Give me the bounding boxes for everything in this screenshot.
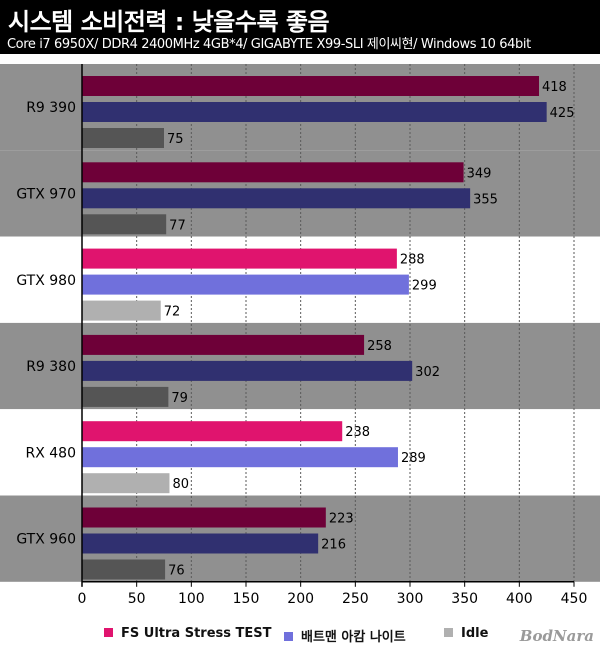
bar-value-label: 75 <box>167 132 184 147</box>
x-tick-label: 0 <box>78 591 87 607</box>
bar-value-label: 288 <box>400 253 425 268</box>
bar <box>82 214 167 235</box>
bar-value-label: 216 <box>321 538 346 553</box>
bar <box>82 533 319 554</box>
bar <box>82 334 365 355</box>
x-tick-label: 300 <box>397 591 424 607</box>
bar-value-label: 418 <box>542 80 567 95</box>
legend-swatch <box>104 628 113 637</box>
bar <box>82 447 398 468</box>
bar <box>82 559 166 580</box>
bar-value-label: 223 <box>329 512 354 527</box>
bar <box>82 274 409 295</box>
bar <box>82 162 464 183</box>
chart-header: 시스템 소비전력 : 낮을수록 좋음 Core i7 6950X/ DDR4 2… <box>0 0 600 54</box>
category-label: GTX 960 <box>16 532 76 548</box>
bar <box>82 76 540 96</box>
bar-value-label: 355 <box>473 192 498 207</box>
chart-subtitle: Core i7 6950X/ DDR4 2400MHz 4GB*4/ GIGAB… <box>7 37 531 52</box>
bar <box>82 102 547 122</box>
chart-legend: FS Ultra Stress TEST 배트맨 아캄 나이트 Idle <box>0 624 600 650</box>
chart-title: 시스템 소비전력 : 낮을수록 좋음 <box>8 8 330 36</box>
bar <box>82 128 164 148</box>
x-tick-label: 200 <box>287 591 314 607</box>
legend-item-idle: Idle <box>444 626 488 641</box>
x-tick-label: 100 <box>178 591 205 607</box>
bar-value-label: 79 <box>171 391 188 406</box>
legend-item-batman: 배트맨 아캄 나이트 <box>284 626 406 645</box>
bar-chart: 418 425 75 R9 390 349 355 77 GTX 970 288 299 72 GTX… <box>0 64 600 607</box>
x-tick-label: 50 <box>128 591 146 607</box>
bar <box>82 188 471 209</box>
category-label: R9 380 <box>26 359 76 375</box>
bar-value-label: 349 <box>467 166 492 181</box>
bar <box>82 386 169 407</box>
watermark-logo: BodNara <box>519 627 594 645</box>
category-label: GTX 980 <box>16 273 76 289</box>
legend-label: Idle <box>461 626 489 641</box>
legend-label: 배트맨 아캄 나이트 <box>301 630 406 645</box>
bar-value-label: 76 <box>168 564 185 579</box>
bar <box>82 248 397 269</box>
x-tick-label: 150 <box>233 591 260 607</box>
bar-value-label: 80 <box>172 477 189 492</box>
category-label: R9 390 <box>26 100 76 116</box>
x-tick-label: 250 <box>342 591 369 607</box>
bar <box>82 300 161 321</box>
x-tick-label: 450 <box>561 591 588 607</box>
bar-value-label: 72 <box>164 305 181 320</box>
bar <box>82 473 170 494</box>
x-tick-label: 400 <box>506 591 533 607</box>
category-label: RX 480 <box>26 445 77 461</box>
bar <box>82 360 413 381</box>
bar <box>82 507 326 528</box>
bar-value-label: 238 <box>345 425 370 440</box>
legend-swatch <box>444 628 453 637</box>
bar-value-label: 289 <box>401 451 426 466</box>
bar-value-label: 77 <box>169 218 186 233</box>
x-tick-label: 350 <box>451 591 478 607</box>
bar-value-label: 258 <box>367 339 392 354</box>
legend-swatch <box>284 632 293 641</box>
bar-value-label: 302 <box>415 365 440 380</box>
bar-value-label: 425 <box>550 106 575 121</box>
legend-item-fs-ultra: FS Ultra Stress TEST <box>104 626 272 641</box>
bar-value-label: 299 <box>412 279 437 294</box>
bar <box>82 421 343 442</box>
legend-label: FS Ultra Stress TEST <box>121 626 272 641</box>
category-label: GTX 970 <box>16 186 76 202</box>
